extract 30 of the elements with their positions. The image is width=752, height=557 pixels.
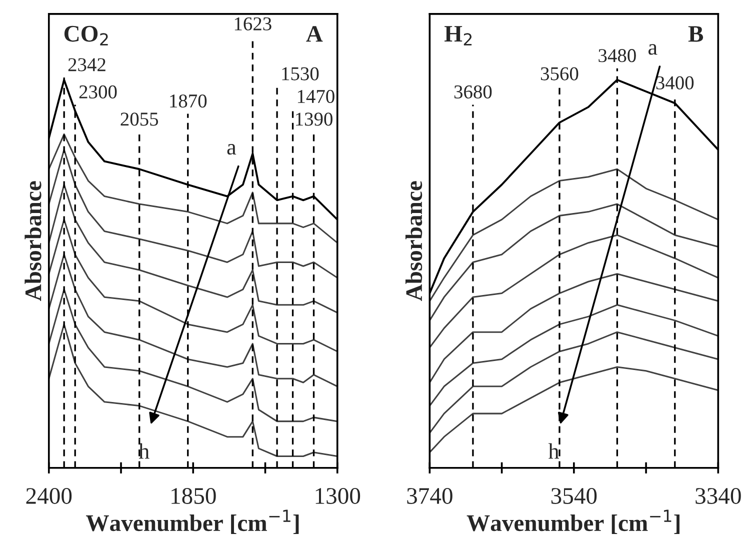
- x-tick-label: 1850: [172, 488, 216, 504]
- ref-line-label: 3400: [656, 76, 694, 90]
- ref-line-label: 2342: [68, 58, 106, 72]
- ref-line-label: 1623: [234, 17, 272, 30]
- x-tick-label: 2400: [26, 488, 72, 504]
- annotation: h: [548, 443, 559, 459]
- y-axis-title: Absorbance: [405, 181, 422, 302]
- text: CO$_{2}$: [64, 26, 108, 46]
- x-axis-title: Wavenumber [cm$^{−1}$]: [86, 510, 299, 534]
- ref-line-label: 2055: [120, 112, 158, 126]
- ref-line-label: 1390: [296, 112, 332, 126]
- ref-line-label: 3480: [598, 49, 636, 62]
- x-tick-label: 3340: [696, 488, 741, 504]
- x-axis-title: Wavenumber [cm$^{−1}$]: [466, 510, 680, 534]
- ref-line-label: 3560: [540, 67, 578, 80]
- ref-line-label: 3680: [454, 85, 492, 98]
- ref-line-label: 1470: [298, 90, 334, 104]
- text: H$_{2}$: [444, 26, 472, 46]
- annotation: h: [138, 443, 150, 459]
- ref-line-label: 1870: [170, 94, 207, 108]
- x-tick-label: 3540: [551, 488, 597, 504]
- ref-line-label: 2300: [79, 85, 117, 98]
- text: A: [306, 26, 323, 42]
- y-axis-title: Absorbance: [24, 181, 42, 302]
- x-tick-label: 3740: [407, 488, 452, 504]
- x-tick-label: 1300: [316, 488, 360, 504]
- annotation: a: [227, 144, 236, 155]
- text: B: [688, 26, 704, 42]
- text: a: [648, 44, 658, 55]
- ref-line-label: 1530: [282, 67, 319, 80]
